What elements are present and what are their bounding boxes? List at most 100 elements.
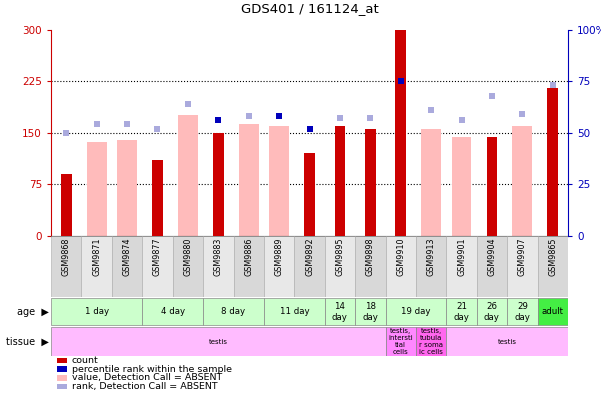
Text: 8 day: 8 day: [221, 307, 246, 316]
Point: [244, 113, 254, 119]
Bar: [152, 160, 163, 236]
Bar: [294, 236, 325, 297]
Text: GSM9886: GSM9886: [244, 238, 253, 276]
Point: [153, 126, 162, 132]
Bar: [548, 88, 558, 236]
Bar: [61, 174, 72, 236]
Bar: [203, 299, 264, 325]
Bar: [178, 116, 198, 236]
Bar: [355, 299, 385, 325]
Bar: [365, 129, 376, 236]
Bar: [142, 299, 203, 325]
Text: testis,
intersti
tial
cells: testis, intersti tial cells: [388, 328, 413, 355]
Bar: [447, 236, 477, 297]
Point: [274, 113, 284, 119]
Text: GDS401 / 161124_at: GDS401 / 161124_at: [240, 2, 379, 15]
Bar: [87, 142, 106, 236]
Text: GSM9901: GSM9901: [457, 238, 466, 276]
Bar: [82, 236, 112, 297]
Point: [305, 126, 314, 132]
Text: GSM9913: GSM9913: [427, 238, 436, 276]
Bar: [51, 327, 385, 356]
Text: percentile rank within the sample: percentile rank within the sample: [72, 365, 231, 373]
Point: [457, 117, 466, 124]
Point: [396, 78, 406, 84]
Bar: [447, 327, 568, 356]
Bar: [355, 236, 385, 297]
Text: GSM9895: GSM9895: [335, 238, 344, 276]
Point: [426, 107, 436, 113]
Bar: [325, 299, 355, 325]
Point: [487, 92, 497, 99]
Point: [213, 117, 223, 124]
Bar: [304, 153, 315, 236]
Text: GSM9910: GSM9910: [396, 238, 405, 276]
Bar: [385, 299, 447, 325]
Bar: [213, 133, 224, 236]
Text: GSM9880: GSM9880: [183, 238, 192, 276]
Bar: [447, 299, 477, 325]
Text: 14
day: 14 day: [332, 302, 348, 322]
Text: testis: testis: [209, 339, 228, 345]
Text: GSM9889: GSM9889: [275, 238, 284, 276]
Text: GSM9892: GSM9892: [305, 238, 314, 276]
Text: tissue  ▶: tissue ▶: [7, 337, 49, 346]
Text: value, Detection Call = ABSENT: value, Detection Call = ABSENT: [72, 373, 222, 382]
Bar: [507, 299, 537, 325]
Bar: [385, 236, 416, 297]
Text: testis,
tubula
r soma
ic cells: testis, tubula r soma ic cells: [419, 328, 443, 355]
Bar: [416, 327, 447, 356]
Bar: [51, 236, 82, 297]
Point: [61, 129, 71, 136]
Bar: [325, 236, 355, 297]
Text: GSM9868: GSM9868: [62, 238, 71, 276]
Point: [517, 111, 527, 117]
Text: GSM9874: GSM9874: [123, 238, 132, 276]
Bar: [239, 124, 258, 236]
Bar: [234, 236, 264, 297]
Bar: [112, 236, 142, 297]
Bar: [537, 299, 568, 325]
Bar: [142, 236, 172, 297]
Text: 1 day: 1 day: [85, 307, 109, 316]
Bar: [513, 126, 532, 236]
Bar: [477, 299, 507, 325]
Bar: [264, 299, 325, 325]
Text: adult: adult: [542, 307, 564, 316]
Text: 29
day: 29 day: [514, 302, 530, 322]
Bar: [452, 137, 471, 236]
Text: GSM9883: GSM9883: [214, 238, 223, 276]
Text: GSM9898: GSM9898: [366, 238, 375, 276]
Bar: [416, 236, 447, 297]
Bar: [507, 236, 537, 297]
Bar: [477, 236, 507, 297]
Bar: [395, 30, 406, 236]
Text: GSM9907: GSM9907: [518, 238, 527, 276]
Text: GSM9871: GSM9871: [92, 238, 101, 276]
Text: count: count: [72, 356, 99, 365]
Text: rank, Detection Call = ABSENT: rank, Detection Call = ABSENT: [72, 382, 217, 391]
Text: GSM9877: GSM9877: [153, 238, 162, 276]
Bar: [264, 236, 294, 297]
Bar: [172, 236, 203, 297]
Text: 21
day: 21 day: [454, 302, 469, 322]
Text: 26
day: 26 day: [484, 302, 500, 322]
Point: [335, 115, 345, 122]
Text: age  ▶: age ▶: [17, 307, 49, 317]
Bar: [537, 236, 568, 297]
Text: 11 day: 11 day: [279, 307, 309, 316]
Bar: [335, 126, 345, 236]
Text: 19 day: 19 day: [401, 307, 431, 316]
Bar: [117, 139, 137, 236]
Bar: [51, 299, 142, 325]
Text: GSM9865: GSM9865: [548, 238, 557, 276]
Bar: [203, 236, 234, 297]
Text: 4 day: 4 day: [160, 307, 185, 316]
Text: 18
day: 18 day: [362, 302, 378, 322]
Text: GSM9904: GSM9904: [487, 238, 496, 276]
Text: testis: testis: [498, 339, 517, 345]
Point: [548, 82, 558, 88]
Bar: [421, 129, 441, 236]
Point: [183, 101, 193, 107]
Bar: [269, 126, 289, 236]
